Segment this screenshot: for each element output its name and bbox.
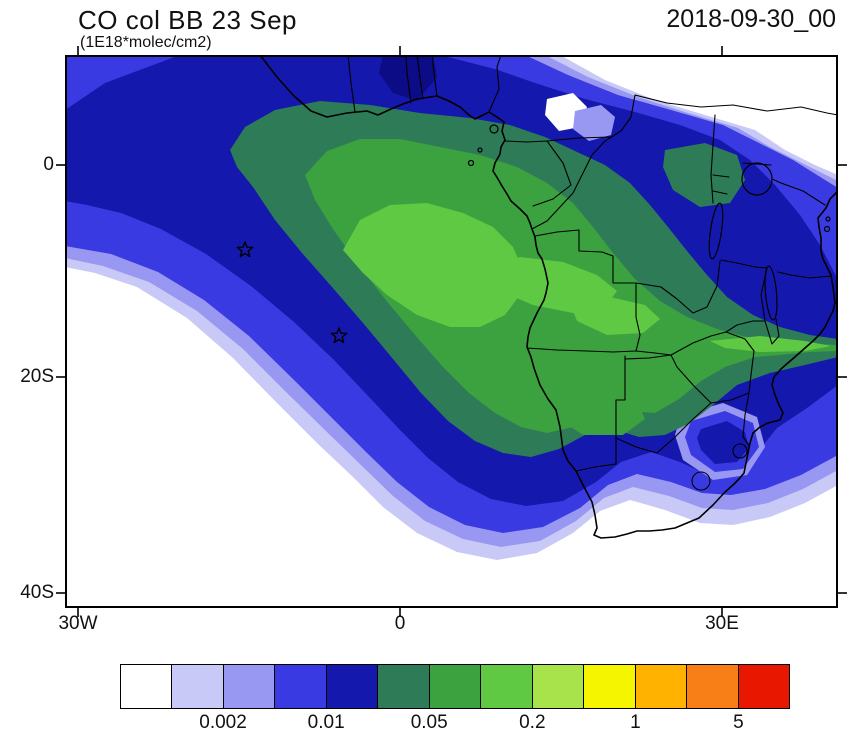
x-tick-label: 0	[394, 613, 406, 634]
teal-patch-ne	[663, 143, 745, 207]
colorbar-cell	[171, 664, 224, 709]
colorbar-cell	[634, 664, 688, 709]
pemba-island	[825, 216, 831, 222]
plot-frame	[65, 55, 838, 608]
colorbar-cell	[583, 664, 636, 709]
y-tick-label: 0	[43, 154, 54, 175]
colorbar-cell	[325, 664, 379, 709]
colorbar-cell	[686, 664, 739, 709]
colorbar-tick-label: 0.002	[199, 712, 247, 733]
colorbar-tick-label: 0.05	[410, 712, 448, 733]
colorbar-cell	[737, 664, 791, 709]
star-marker	[330, 327, 348, 344]
green-patch-south	[557, 391, 645, 435]
colorbar-cell	[120, 664, 173, 709]
colorbar-cell	[274, 664, 327, 709]
x-tick-label: 30W	[58, 613, 98, 634]
contour-core-0.2-east	[480, 257, 617, 313]
colorbar-tick-label: 5	[733, 712, 744, 733]
contour-core-0.2-west	[343, 203, 523, 327]
lake-victoria	[741, 162, 773, 196]
colorbar-cell	[377, 664, 430, 709]
colorbar-cell	[480, 664, 533, 709]
bioko-island	[489, 124, 499, 134]
colorbar-tick-label: 1	[630, 712, 641, 733]
se-blob-navy	[697, 421, 749, 464]
colorbar-cell	[428, 664, 482, 709]
africa-coastline	[259, 55, 838, 539]
colorbar	[120, 664, 791, 709]
star-marker	[236, 241, 254, 258]
units-label: (1E18*molec/cm2)	[80, 34, 212, 51]
zanzibar-island	[823, 225, 831, 233]
eswatini-border	[732, 443, 748, 459]
sao-tome-island	[467, 159, 475, 167]
valid-time-label: 2018-09-30_00	[666, 5, 836, 33]
y-tick-label: 20S	[20, 366, 54, 387]
axis-ticks	[56, 46, 847, 617]
principe-island	[477, 147, 483, 153]
pale-pocket	[573, 105, 615, 141]
lake-tanganyika	[708, 202, 724, 260]
map-plot	[56, 46, 847, 617]
page-title: CO col BB 23 Sep	[78, 5, 297, 35]
lake-malawi	[764, 265, 778, 321]
country-borders	[347, 55, 838, 472]
colorbar-cell	[222, 664, 276, 709]
x-tick-label: 30E	[705, 613, 739, 634]
colorbar-tick-label: 0.01	[307, 712, 345, 733]
island-star-markers	[236, 241, 348, 344]
colorbar-cell	[531, 664, 585, 709]
colorbar-tick-label: 0.2	[519, 712, 546, 733]
contour-core-0.2-zambezi	[710, 336, 831, 352]
y-tick-label: 40S	[20, 582, 54, 603]
lesotho-border	[691, 471, 711, 491]
colorbar-labels: 0.002 0.01 0.05 0.2 1 5	[120, 712, 790, 736]
